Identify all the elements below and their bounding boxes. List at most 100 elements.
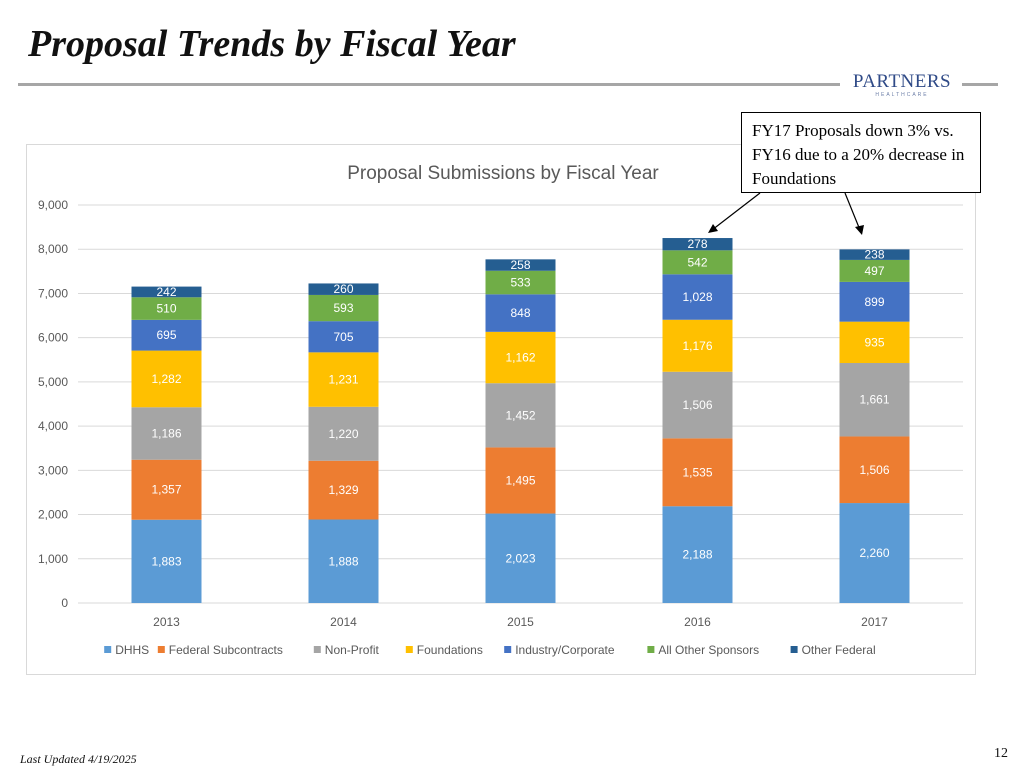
data-label: 260	[333, 282, 353, 296]
bar-segment	[485, 447, 556, 514]
data-label: 593	[333, 301, 353, 315]
data-label: 1,888	[328, 554, 358, 568]
bar-segment	[839, 249, 910, 260]
bar-segment	[308, 294, 379, 322]
data-label: 935	[864, 335, 884, 349]
bar-segment	[839, 321, 910, 364]
data-label: 1,329	[328, 483, 358, 497]
bar-segment	[308, 352, 379, 407]
legend-swatch	[504, 646, 512, 653]
bar-segment	[131, 297, 202, 320]
y-tick-label: 8,000	[38, 242, 68, 256]
x-tick-label: 2014	[330, 615, 357, 629]
bar-segment	[839, 436, 910, 504]
data-label: 1,535	[682, 465, 712, 479]
bar-segment	[485, 270, 556, 295]
legend-swatch	[157, 646, 165, 653]
bar-segment	[308, 406, 379, 461]
data-label: 497	[864, 264, 884, 278]
title-divider	[18, 83, 840, 86]
bar-segment	[662, 319, 733, 372]
bar-segment	[308, 519, 379, 603]
bar-segment	[131, 459, 202, 520]
legend-label: DHHS	[115, 643, 149, 657]
data-label: 899	[864, 295, 884, 309]
bar-segment	[308, 460, 379, 520]
data-label: 278	[687, 237, 707, 251]
legend-label: Other Federal	[802, 643, 876, 657]
data-label: 1,495	[505, 473, 535, 487]
bar-segment	[131, 407, 202, 460]
bar-segment	[485, 383, 556, 448]
data-label: 1,231	[328, 373, 358, 387]
legend-swatch	[647, 646, 655, 653]
callout-arrow-2017	[844, 192, 861, 231]
y-tick-label: 4,000	[38, 419, 68, 433]
legend-label: Non-Profit	[325, 643, 380, 657]
x-tick-label: 2015	[507, 615, 534, 629]
bar-segment	[662, 506, 733, 603]
logo-subtext: HEALTHCARE	[875, 92, 929, 98]
legend-label: Federal Subcontracts	[169, 643, 283, 657]
bar-segment	[131, 286, 202, 298]
bar-segment	[485, 513, 556, 603]
x-tick-label: 2016	[684, 615, 711, 629]
data-label: 258	[510, 258, 530, 272]
y-tick-label: 7,000	[38, 286, 68, 300]
x-tick-label: 2013	[153, 615, 180, 629]
legend-swatch	[405, 646, 413, 653]
y-tick-label: 6,000	[38, 331, 68, 345]
chart-title: Proposal Submissions by Fiscal Year	[347, 163, 659, 184]
bar-segment	[662, 274, 733, 320]
y-tick-label: 3,000	[38, 463, 68, 477]
legend-label: All Other Sponsors	[658, 643, 759, 657]
data-label: 533	[510, 276, 530, 290]
callout-arrowhead-2017	[855, 225, 864, 235]
bar-segment	[662, 250, 733, 275]
legend-label: Foundations	[417, 643, 483, 657]
data-label: 705	[333, 330, 353, 344]
data-label: 1,176	[682, 339, 712, 353]
bar-segment	[485, 259, 556, 271]
y-tick-label: 2,000	[38, 508, 68, 522]
data-label: 1,506	[682, 398, 712, 412]
bar-segment	[662, 371, 733, 439]
title-divider-right	[962, 83, 998, 86]
bar-segment	[308, 321, 379, 353]
data-label: 1,162	[505, 351, 535, 365]
page-number: 12	[994, 746, 1008, 761]
y-tick-label: 1,000	[38, 552, 68, 566]
data-label: 542	[687, 255, 707, 269]
bar-segment	[839, 281, 910, 322]
legend-swatch	[104, 646, 112, 653]
data-label: 1,661	[859, 393, 889, 407]
data-label: 1,028	[682, 290, 712, 304]
data-label: 1,452	[505, 408, 535, 422]
bar-segment	[662, 438, 733, 507]
bar-segment	[131, 519, 202, 603]
data-label: 2,023	[505, 551, 535, 565]
legend-swatch	[313, 646, 321, 653]
data-label: 2,188	[682, 548, 712, 562]
callout-arrow-2016	[711, 192, 761, 231]
partners-logo: PARTNERS HEALTHCARE	[852, 71, 952, 99]
legend-swatch	[790, 646, 798, 653]
data-label: 1,506	[859, 463, 889, 477]
logo-text: PARTNERS	[852, 71, 952, 92]
bar-segment	[131, 319, 202, 351]
data-label: 1,282	[151, 372, 181, 386]
data-label: 1,883	[151, 554, 181, 568]
data-label: 238	[864, 248, 884, 262]
y-tick-label: 9,000	[38, 198, 68, 212]
x-tick-label: 2017	[861, 615, 888, 629]
data-label: 1,220	[328, 427, 358, 441]
data-label: 242	[156, 285, 176, 299]
bar-segment	[839, 363, 910, 437]
legend-label: Industry/Corporate	[515, 643, 615, 657]
callout-arrowhead-2016	[708, 224, 718, 233]
bar-segment	[485, 331, 556, 384]
data-label: 510	[156, 302, 176, 316]
y-tick-label: 5,000	[38, 375, 68, 389]
data-label: 695	[156, 328, 176, 342]
